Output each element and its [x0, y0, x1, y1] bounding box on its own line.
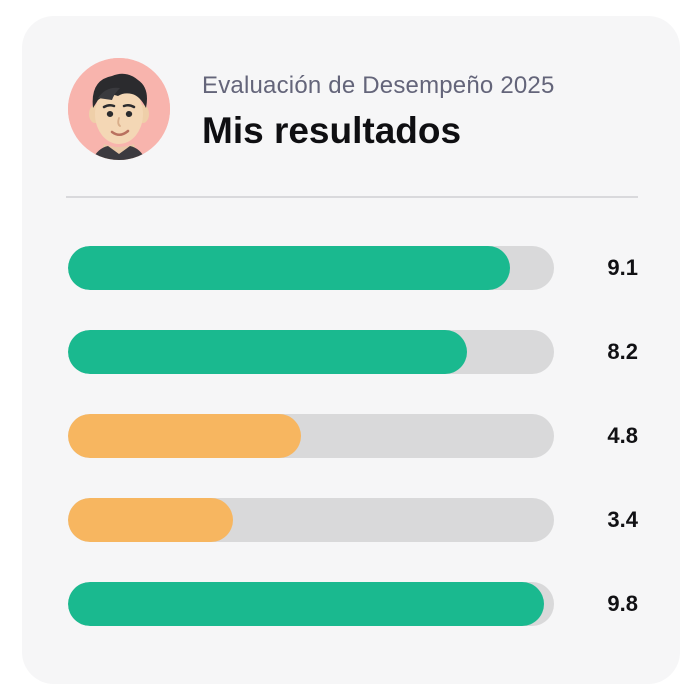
progress-track: [68, 246, 554, 290]
progress-track: [68, 330, 554, 374]
progress-fill: [68, 498, 234, 542]
result-row: 8.2: [68, 330, 638, 374]
memoji-avatar-icon: [68, 58, 170, 160]
score-value: 3.4: [607, 507, 638, 532]
avatar: [68, 58, 170, 160]
score-value: 9.1: [607, 255, 638, 280]
result-row: 4.8: [68, 414, 638, 458]
progress-track: [68, 582, 554, 626]
header-divider: [66, 196, 638, 198]
score-value: 4.8: [607, 423, 638, 448]
result-row: 3.4: [68, 498, 638, 542]
result-row: 9.8: [68, 582, 638, 626]
score-value: 8.2: [607, 339, 638, 364]
progress-fill: [68, 246, 511, 290]
score-value: 9.8: [607, 591, 638, 616]
progress-fill: [68, 414, 302, 458]
result-row: 9.1: [68, 246, 638, 290]
progress-track: [68, 498, 554, 542]
progress-fill: [68, 330, 467, 374]
results-card: Evaluación de Desempeño 2025 Mis resulta…: [22, 16, 680, 684]
progress-fill: [68, 582, 545, 626]
page-title: Mis resultados: [202, 110, 462, 151]
evaluation-subtitle: Evaluación de Desempeño 2025: [202, 72, 555, 99]
progress-track: [68, 414, 554, 458]
